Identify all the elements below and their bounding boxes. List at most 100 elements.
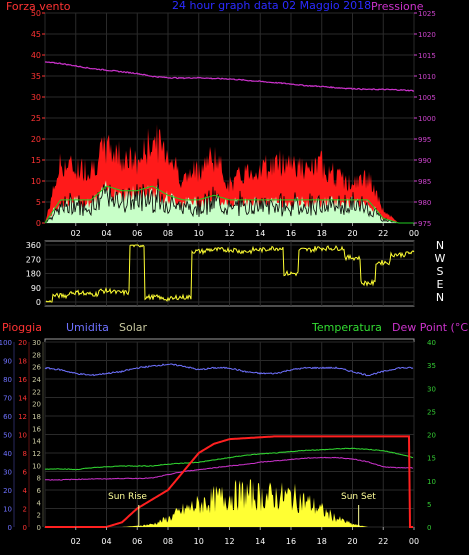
compass-letter: N [436, 239, 444, 252]
pressure-y-tick-label: 1000 [418, 115, 436, 123]
pressure-y-tick-label: 1005 [418, 94, 436, 102]
solar-y-tick-label: 28 [32, 351, 41, 359]
sunset-label: Sun Set [341, 492, 376, 502]
atmosphere-x-tick-label: 18 [317, 537, 327, 546]
wind-direction-line [45, 244, 415, 303]
temperature-y-tick-label: 0 [427, 524, 431, 532]
humidity-y-tick-label: 10 [3, 506, 12, 514]
direction-panel-grid [44, 241, 415, 306]
temperature-label: Temperatura [311, 321, 382, 334]
atmosphere-x-ticks: 02 04 06 08 10 12 14 16 18 20 22 00 [71, 527, 419, 546]
rain-line [45, 435, 413, 528]
temperature-y-tick-label: 5 [427, 501, 431, 509]
atmosphere-x-tick-label: 04 [101, 537, 111, 546]
direction-y-tick-label: 0 [36, 298, 41, 307]
temperature-y-ticks: 40 35 30 25 20 15 10 5 0 [427, 339, 436, 532]
pressure-y-tick-label: 985 [418, 178, 431, 186]
temperature-y-tick-label: 25 [427, 408, 436, 416]
wind-y-tick-label: 5 [36, 198, 41, 207]
wind-x-tick-label: 02 [71, 229, 81, 238]
wind-y-tick-label: 0 [36, 219, 41, 228]
rain-y-tick-label: 2 [23, 506, 27, 514]
wind-strength-label: Forza vento [6, 0, 71, 13]
wind-x-tick-label: 06 [132, 229, 142, 238]
rain-label: Pioggia [2, 321, 42, 334]
wind-series [44, 61, 415, 224]
wind-y-tick-label: 30 [31, 93, 41, 102]
wind-y-tick-label: 45 [31, 30, 41, 39]
humidity-y-tick-label: 100 [0, 339, 12, 347]
humidity-y-tick-label: 20 [3, 487, 12, 495]
direction-y-tick-label: 360 [26, 241, 41, 250]
temperature-y-tick-label: 40 [427, 339, 436, 347]
pressure-y-tick-label: 1025 [418, 10, 436, 18]
compass-letter: W [435, 252, 446, 265]
pressure-y-ticks: 1025 1020 1015 1010 1005 1000 995 990 985 980 975 [414, 10, 436, 228]
solar-y-tick-label: 2 [37, 512, 41, 520]
humidity-y-tick-label: 70 [3, 395, 12, 403]
sunrise-label: Sun Rise [108, 492, 147, 502]
solar-y-tick-label: 20 [32, 401, 41, 409]
solar-y-tick-label: 0 [37, 524, 41, 532]
chart-title: 24 hour graph data 02 Maggio 2018 [172, 0, 371, 12]
wind-x-tick-label: 08 [163, 229, 173, 238]
wind-y-tick-label: 15 [31, 156, 41, 165]
solar-y-tick-label: 16 [32, 425, 41, 433]
wind-x-ticks: 02 04 06 08 10 12 14 16 18 20 22 00 [71, 223, 419, 238]
direction-y-tick-label: 180 [26, 270, 41, 279]
atmosphere-x-tick-label: 10 [194, 537, 204, 546]
direction-y-ticks: 360 270 180 90 0 [26, 241, 41, 307]
atmosphere-panel-grid [13, 341, 415, 528]
rain-y-tick-label: 4 [23, 487, 28, 495]
atmosphere-x-tick-label: 08 [163, 537, 173, 546]
pressure-y-tick-label: 995 [418, 136, 431, 144]
pressure-label: Pressione [371, 0, 424, 13]
rain-y-tick-label: 6 [23, 469, 28, 477]
wind-x-tick-label: 04 [101, 229, 111, 238]
wind-y-tick-label: 40 [31, 51, 41, 60]
wind-mean-line [44, 185, 414, 224]
pressure-y-tick-label: 1020 [418, 31, 436, 39]
wind-speed-trace [44, 178, 414, 224]
atmosphere-x-tick-label: 06 [132, 537, 142, 546]
pressure-y-tick-label: 1015 [418, 52, 436, 60]
direction-y-tick-label: 90 [31, 284, 41, 293]
wind-y-tick-label: 35 [31, 72, 41, 81]
solar-y-tick-label: 18 [32, 413, 41, 421]
temperature-y-tick-label: 30 [427, 385, 436, 393]
rain-y-tick-label: 10 [18, 432, 27, 440]
temperature-line [44, 447, 414, 471]
solar-y-tick-label: 12 [32, 450, 41, 458]
humidity-label: Umidita [66, 321, 109, 334]
humidity-y-tick-label: 90 [3, 358, 12, 366]
humidity-y-tick-label: 50 [3, 432, 12, 440]
solar-y-tick-label: 8 [37, 475, 41, 483]
wind-x-tick-label: 16 [286, 229, 296, 238]
wind-x-tick-label: 00 [409, 229, 419, 238]
pressure-y-tick-label: 975 [418, 220, 431, 228]
humidity-y-tick-label: 40 [3, 450, 12, 458]
rain-y-tick-label: 16 [18, 376, 27, 384]
wind-x-tick-label: 14 [255, 229, 265, 238]
compass-letter: S [437, 265, 444, 278]
rain-y-tick-label: 14 [18, 395, 27, 403]
wind-y-tick-label: 10 [31, 177, 41, 186]
temperature-y-tick-label: 35 [427, 362, 436, 370]
rain-y-tick-label: 0 [23, 524, 27, 532]
pressure-y-tick-label: 980 [418, 199, 431, 207]
rain-y-tick-label: 12 [18, 413, 27, 421]
rain-y-tick-label: 8 [23, 450, 27, 458]
atmosphere-series [44, 363, 414, 528]
dewpoint-label: Dew Point (°C) [392, 321, 469, 334]
wind-y-tick-label: 20 [31, 135, 41, 144]
compass-letter: N [436, 291, 444, 304]
solar-label: Solar [119, 321, 148, 334]
solar-y-tick-label: 30 [32, 339, 41, 347]
